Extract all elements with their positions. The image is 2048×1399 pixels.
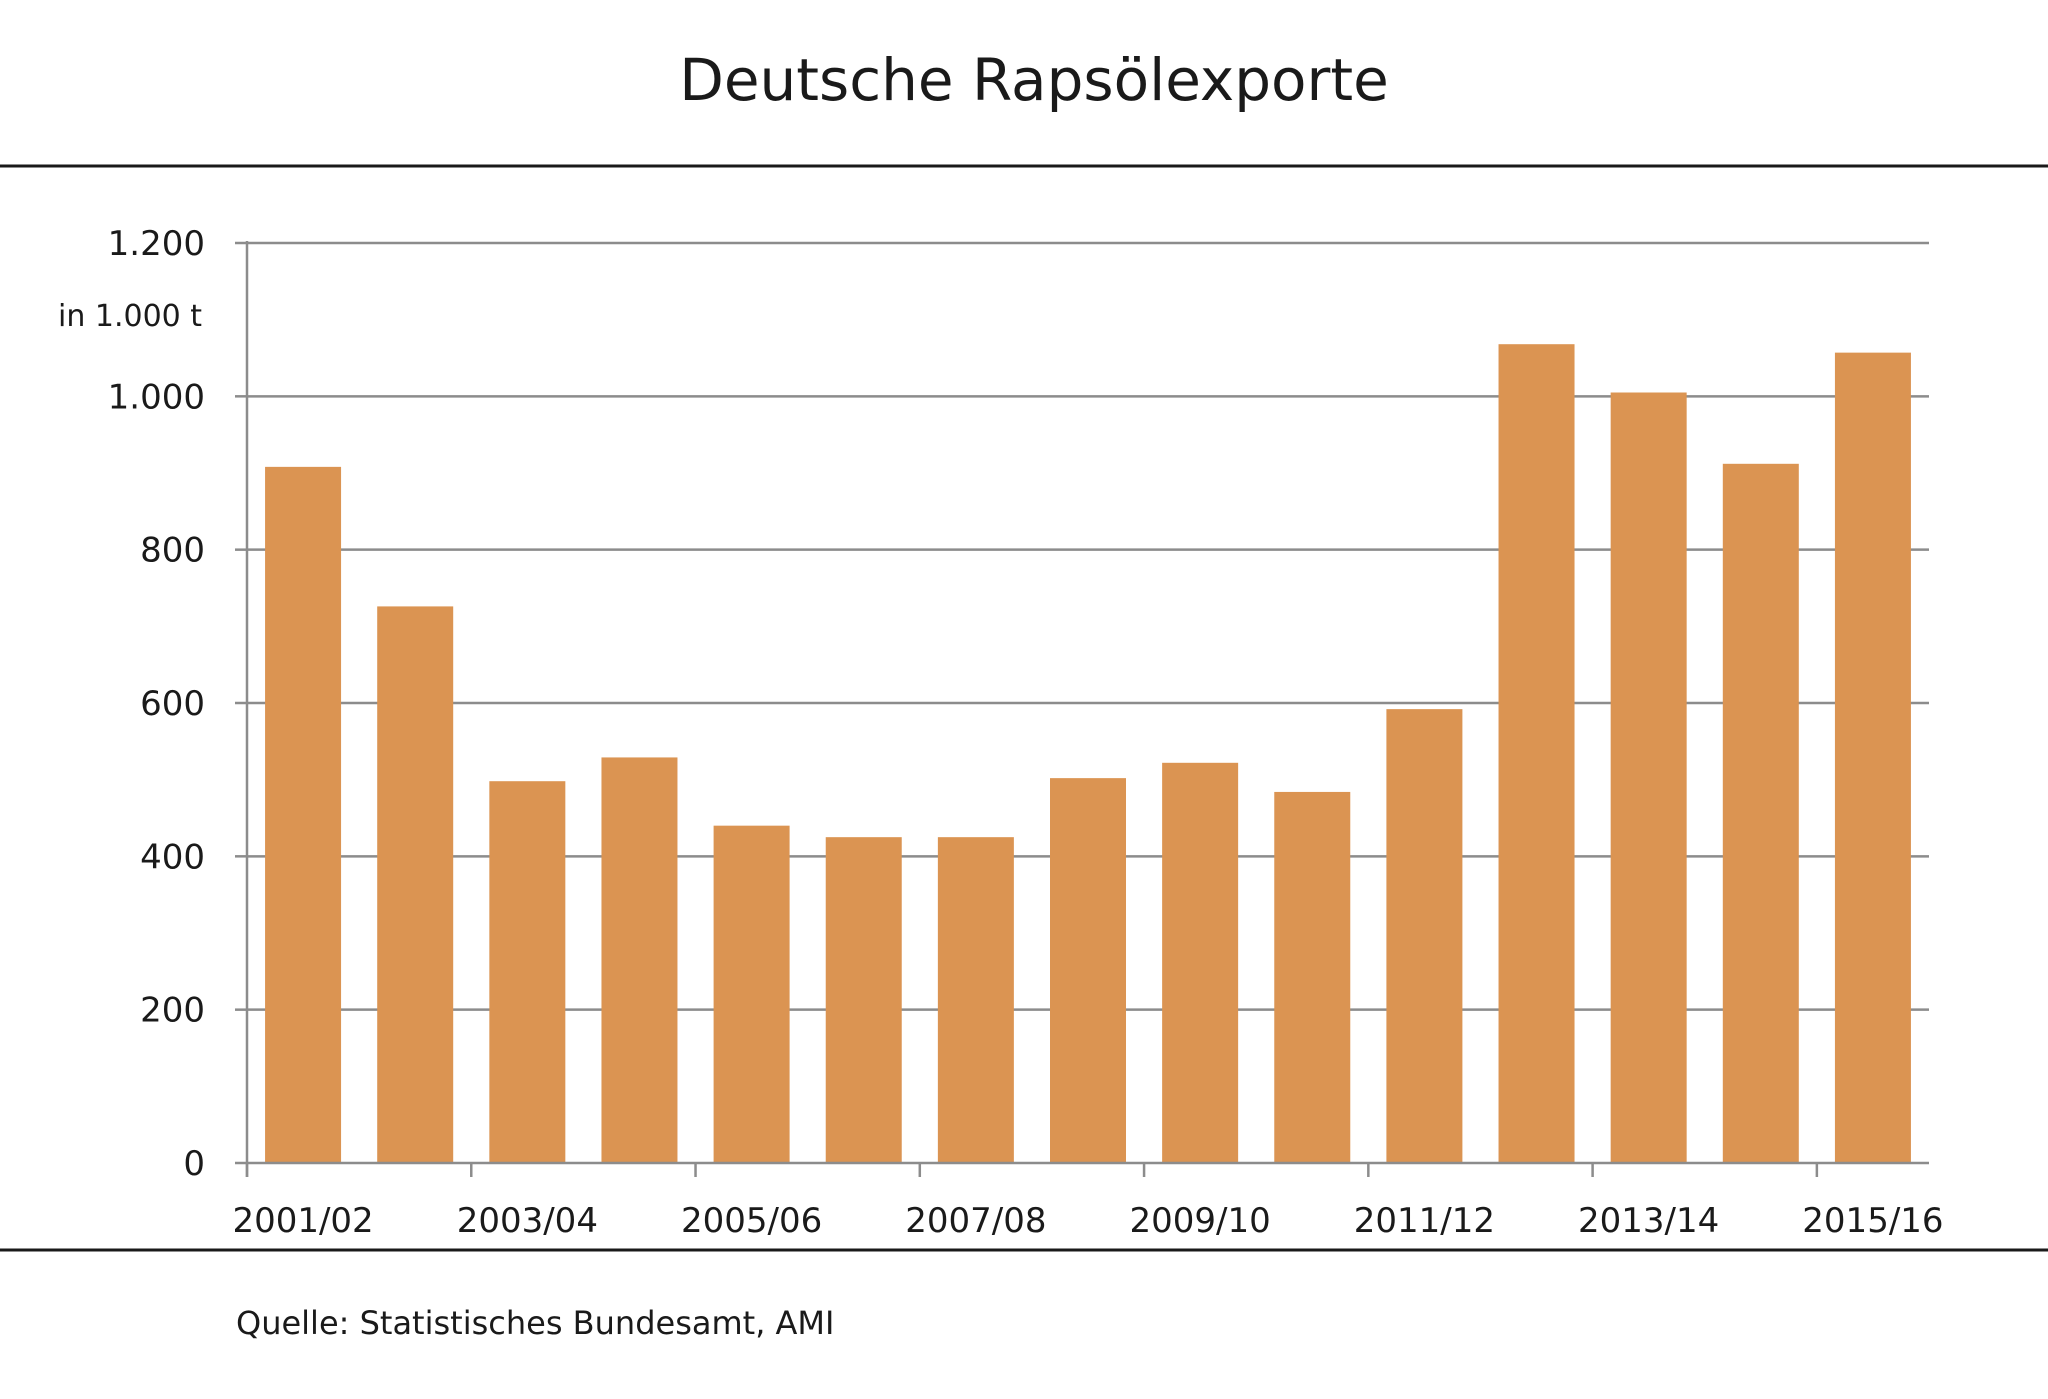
y-tick-labels: 0 200 400 600 800 1.000 1.200 xyxy=(108,224,205,1184)
y-tick-label: 0 xyxy=(183,1144,205,1184)
bar-2004-05 xyxy=(601,757,678,1163)
bar-2005-06 xyxy=(713,825,790,1163)
y-tick-label: 200 xyxy=(140,991,205,1031)
bar-layer xyxy=(265,344,1911,1164)
bar-2009-10 xyxy=(1162,762,1239,1163)
y-tick-label: 1.000 xyxy=(108,377,205,417)
y-tick-label: 800 xyxy=(140,531,205,571)
unit-label: in 1.000 t xyxy=(58,299,202,334)
x-tick-label: 2011/12 xyxy=(1354,1201,1495,1241)
bar-2015-16 xyxy=(1834,352,1911,1164)
bar-2002-03 xyxy=(377,606,454,1163)
bar-2014-15 xyxy=(1722,463,1799,1163)
bar-2003-04 xyxy=(489,781,566,1163)
x-tick-label: 2005/06 xyxy=(681,1201,822,1241)
bar-2013-14 xyxy=(1610,392,1687,1163)
x-tick-label: 2013/14 xyxy=(1578,1201,1719,1241)
bar-2007-08 xyxy=(937,837,1014,1163)
x-tick-label: 2007/08 xyxy=(905,1201,1046,1241)
bar-2006-07 xyxy=(825,837,902,1163)
bar-2010-11 xyxy=(1274,791,1351,1163)
x-tick-label: 2009/10 xyxy=(1130,1201,1271,1241)
x-tick-labels: 2001/02 2003/04 2005/06 2007/08 2009/10 2011/… xyxy=(232,1201,1943,1241)
y-tick-label: 1.200 xyxy=(108,224,205,264)
x-tick-label: 2015/16 xyxy=(1802,1201,1943,1241)
source-note: Quelle: Statistisches Bundesamt, AMI xyxy=(236,1304,834,1342)
bar-2011-12 xyxy=(1386,709,1463,1163)
axis-layer xyxy=(235,241,1929,1177)
x-tick-label: 2003/04 xyxy=(457,1201,598,1241)
x-tick-label: 2001/02 xyxy=(232,1201,373,1241)
y-tick-label: 400 xyxy=(140,837,205,877)
y-tick-label: 600 xyxy=(140,684,205,724)
bar-2008-09 xyxy=(1050,778,1126,1163)
bar-2001-02 xyxy=(265,466,342,1163)
chart-title: Deutsche Rapsölexporte xyxy=(679,46,1389,114)
bar-2012-13 xyxy=(1498,344,1575,1163)
